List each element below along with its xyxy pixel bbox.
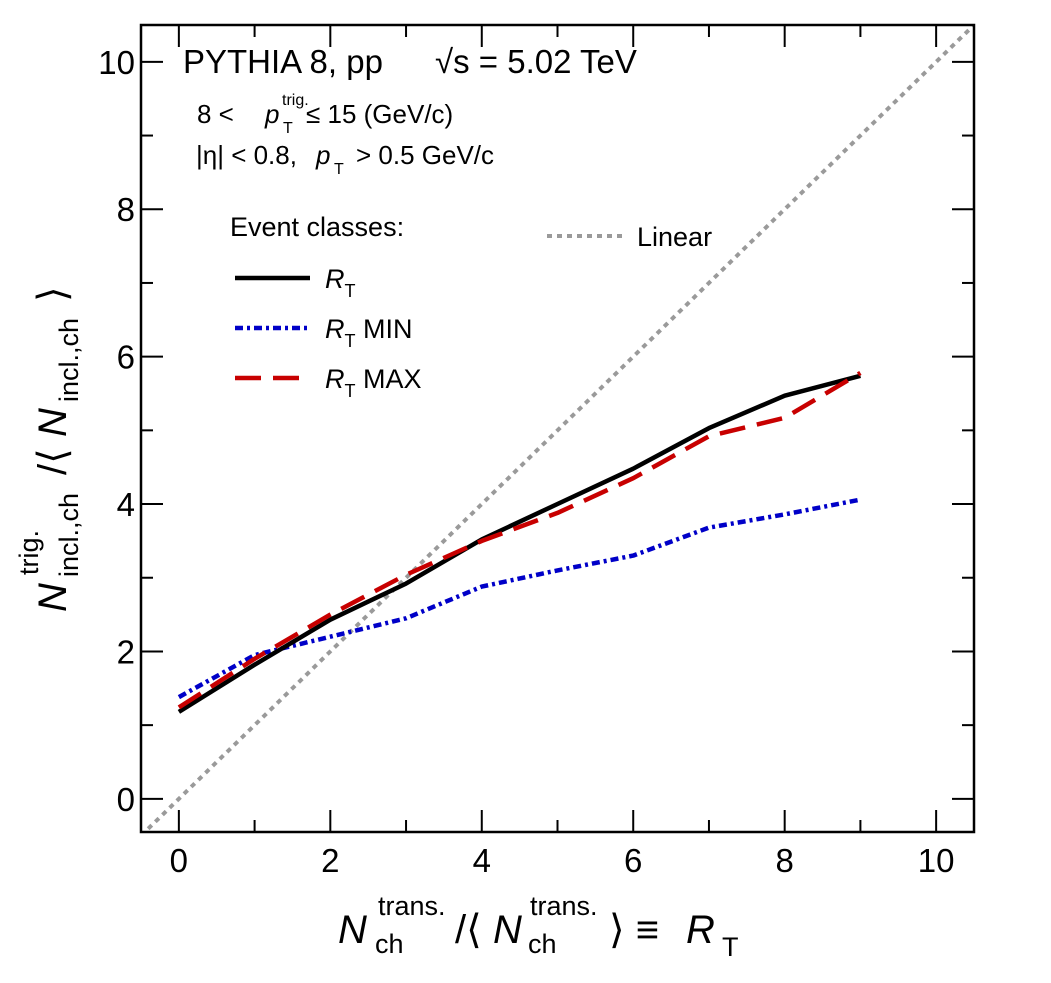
legend-label-0: RT [325, 264, 356, 301]
x-tick-label: 2 [321, 842, 339, 879]
x-title-sub-avg: ch [528, 929, 557, 959]
x-title-symbol-avg: N [493, 908, 522, 952]
axis-ticks [141, 25, 974, 832]
x-tick-label: 10 [918, 842, 955, 879]
y-title-sup: trig. [14, 530, 44, 575]
series-layer [141, 25, 974, 832]
y-tick-label: 8 [117, 191, 135, 228]
legend-label-2: RT MAX [325, 364, 422, 401]
acceptance-annotation: |η| < 0.8, p T > 0.5 GeV/c [196, 140, 494, 178]
x-title-sup-avg: trans. [530, 891, 598, 921]
y-title-sub-avg: incl.,ch [54, 318, 84, 402]
legend-items: RT RT MIN RT MAX Linear [235, 222, 712, 401]
y-axis-title: N trig. incl.,ch /⟨ N incl.,ch ⟩ [14, 286, 84, 612]
x-axis-title: N trans. ch /⟨ N trans. ch ⟩ ≡ R T [338, 891, 739, 962]
series-line-0 [177, 373, 861, 714]
x-tick-label: 6 [624, 842, 642, 879]
legend-header: Event classes: [230, 212, 404, 242]
x-title-close: ⟩ ≡ [609, 908, 659, 952]
acceptance-pt-cut: > 0.5 GeV/c [356, 140, 494, 170]
trigger-pt-upper: ≤ 15 (GeV/c) [306, 99, 453, 129]
acceptance-eta-cut: |η| < 0.8, [196, 140, 297, 170]
x-title-rt-sub: T [722, 932, 739, 962]
legend: Event classes: RT RT MIN RT MAX Linear [230, 212, 712, 401]
y-tick-label: 6 [117, 339, 135, 376]
y-title-symbol-avg: N [31, 408, 75, 437]
series-line-3 [141, 25, 974, 832]
trigger-pt-symbol: p [264, 99, 279, 129]
y-title-slash: /⟨ [31, 448, 75, 475]
acceptance-pt-symbol: p [315, 140, 330, 170]
x-tick-label: 0 [170, 842, 188, 879]
acceptance-pt-sub: T [334, 161, 344, 178]
x-tick-label: 8 [776, 842, 794, 879]
x-title-sup: trans. [378, 891, 446, 921]
trigger-pt-annotation: 8 < p trig. T ≤ 15 (GeV/c) [197, 92, 453, 137]
y-tick-label: 10 [98, 44, 135, 81]
legend-label-3: Linear [637, 222, 712, 252]
y-title-symbol: N [31, 583, 75, 612]
y-tick-label: 4 [117, 486, 135, 523]
trigger-pt-sup: trig. [282, 92, 309, 109]
y-title-sub: incl.,ch [54, 493, 84, 577]
axis-tick-labels: 0 2 4 6 8 10 0 2 4 6 8 10 [98, 44, 954, 879]
x-title-slash: /⟨ [455, 908, 482, 952]
x-tick-label: 4 [473, 842, 491, 879]
y-title-close: ⟩ [31, 286, 75, 302]
x-title-rt-symbol: R [686, 908, 715, 952]
trigger-pt-sub: T [283, 120, 293, 137]
series-line-1 [177, 497, 861, 700]
legend-label-1: RT MIN [325, 314, 413, 351]
plot-frame [139, 23, 976, 834]
y-tick-label: 2 [117, 633, 135, 670]
chart-title: PYTHIA 8, pp [183, 43, 383, 80]
y-tick-label: 0 [117, 781, 135, 818]
x-title-sub: ch [375, 929, 404, 959]
series-line-2 [177, 370, 862, 710]
trigger-pt-lower: 8 < [197, 99, 234, 129]
energy-label: √s = 5.02 TeV [435, 43, 637, 80]
x-title-symbol: N [338, 908, 367, 952]
